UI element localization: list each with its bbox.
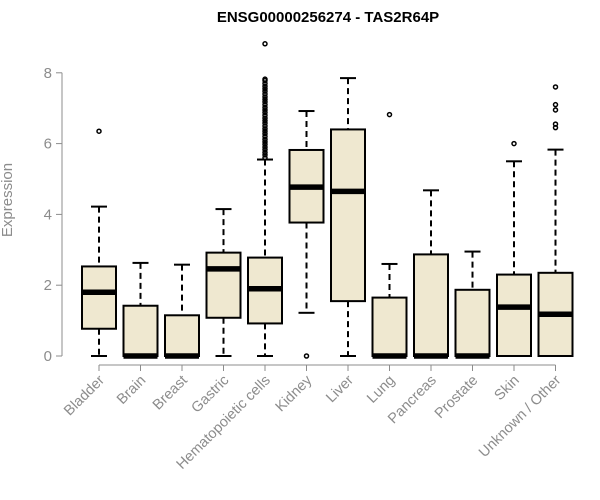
outlier-point (262, 130, 268, 137)
y-tick-label: 8 (44, 65, 52, 82)
outlier-point (262, 115, 268, 121)
y-tick-label: 0 (44, 348, 52, 365)
box-iqr (413, 253, 449, 357)
x-tick-label: Liver (323, 372, 357, 406)
box-group (537, 84, 574, 357)
outlier-point (262, 136, 268, 143)
y-tick-label: 6 (44, 136, 52, 153)
box-series (81, 41, 574, 359)
x-tick-label: Lung (364, 373, 398, 407)
outlier-point (262, 91, 268, 97)
outlier-point (262, 146, 268, 153)
outlier-point (262, 149, 268, 156)
outlier-point (552, 84, 559, 90)
x-tick-label: Kidney (273, 372, 316, 415)
x-tick-label: Breast (150, 373, 191, 414)
outlier-point (262, 128, 268, 134)
box-group (205, 208, 242, 357)
box-group (164, 263, 200, 359)
outlier-point (552, 121, 559, 127)
outlier-point (511, 140, 517, 147)
outlier-point (262, 125, 268, 132)
box-group (81, 128, 117, 357)
outlier-point (262, 85, 268, 92)
x-tick-label: Brain (114, 373, 149, 408)
box-iqr (454, 288, 491, 357)
outlier-point (262, 99, 268, 105)
box-iqr (164, 314, 200, 358)
y-axis: 0 2 4 6 8 (44, 65, 63, 365)
box-iqr (496, 273, 532, 357)
outlier-point (262, 96, 268, 103)
x-tick-label: Skin (492, 373, 523, 404)
outlier-point (262, 155, 268, 161)
outlier-point (262, 109, 268, 116)
outlier-point (262, 133, 268, 140)
outlier-point (262, 112, 268, 119)
outlier-point (262, 123, 268, 129)
y-tick-label: 2 (44, 277, 52, 294)
box-iqr (81, 265, 117, 330)
chart-title: ENSG00000256274 - TAS2R64P (217, 9, 439, 26)
box-iqr (371, 296, 408, 357)
box-group (330, 77, 366, 357)
outlier-point (262, 107, 268, 113)
outlier-point (386, 111, 393, 118)
box-group (288, 110, 325, 359)
outlier-point (262, 101, 268, 108)
outlier-point (262, 41, 268, 47)
x-tick-label: Prostate (432, 373, 481, 422)
outlier-point (262, 88, 268, 94)
y-axis-label: Expression (0, 163, 16, 237)
outlier-point (262, 139, 268, 145)
outlier-point (303, 353, 310, 359)
y-tick-label: 4 (44, 206, 52, 223)
box-iqr (330, 128, 366, 303)
box-group (413, 189, 449, 359)
box-group (247, 41, 283, 357)
outlier-point (96, 128, 102, 134)
outlier-point (262, 141, 268, 148)
box-iqr (205, 251, 242, 319)
outlier-point (262, 144, 268, 150)
outlier-point (552, 101, 559, 108)
outlier-point (262, 152, 268, 158)
box-group (122, 261, 159, 359)
outlier-point (262, 94, 268, 100)
box-group (496, 140, 532, 357)
box-group (371, 111, 408, 359)
x-tick-label: Bladder (61, 372, 108, 419)
outlier-point (262, 83, 268, 90)
outlier-point (262, 120, 268, 126)
outlier-point (262, 104, 268, 111)
box-group (454, 250, 491, 359)
box-iqr (122, 304, 159, 357)
outlier-point (262, 76, 268, 82)
outlier-point (262, 117, 268, 124)
outlier-point (552, 107, 559, 113)
